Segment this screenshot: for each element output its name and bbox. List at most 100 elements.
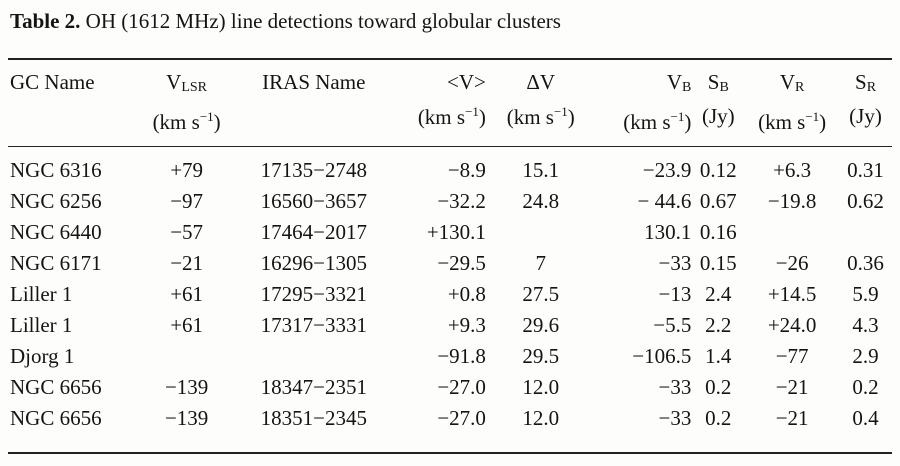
cell-v-red: −21 (775, 406, 809, 430)
table-caption-label: Table 2. (10, 9, 81, 33)
cell-v-blue: −33 (658, 406, 692, 430)
column-header-symbol: IRAS Name (262, 70, 366, 94)
cell-v-lsr: +61 (170, 313, 204, 337)
table-body: NGC 6316 +79 17135−2748 −8.9 15.1 −23.9 0.12 +6… (8, 142, 892, 434)
column-header-title: GC Name (10, 70, 95, 94)
unit-text: (km s (506, 105, 554, 129)
cell-gc-name: NGC 6316 (10, 158, 102, 182)
cell-v-lsr: +79 (170, 158, 204, 182)
cell-s-blue: 0.12 (699, 158, 737, 182)
column-header-symbol: V (666, 70, 683, 94)
cell-gc-name: NGC 6256 (10, 189, 102, 213)
column-header-unit: (km s−1) (386, 97, 486, 132)
header-rule (8, 146, 892, 147)
cell-v-red: −21 (775, 375, 809, 399)
cell-v-red: −19.8 (767, 189, 817, 213)
cell-v-lsr: +61 (170, 282, 204, 306)
unit-text: (km s (758, 110, 806, 134)
unit-close: ) (567, 105, 575, 129)
cell-v-red: +14.5 (767, 282, 817, 306)
cell-iras-name: 18351−2345 (260, 406, 367, 430)
unit-text: (Jy) (701, 104, 735, 128)
column-header-gc-name: GC Name (8, 60, 132, 142)
header-row: GC Name VLSR (km s−1) IRAS Name <V> (km s−1) Δ… (8, 60, 892, 142)
table-row: NGC 6171 −21 16296−1305 −29.5 7 −33 0.15 −26 0.3… (8, 248, 892, 279)
column-header-s-blue: SB (Jy) (691, 60, 745, 142)
cell-gc-name: NGC 6440 (10, 220, 102, 244)
cell-v-red (745, 217, 839, 248)
table-row: NGC 6656 −139 18351−2345 −27.0 12.0 −33 0.2 −21… (8, 403, 892, 434)
cell-iras-name: 17135−2748 (260, 158, 367, 182)
cell-v-blue: −23.9 (642, 158, 692, 182)
cell-s-red: 0.4 (852, 406, 879, 430)
column-header-title: <V> (447, 70, 486, 94)
cell-mean-velocity: +130.1 (426, 220, 486, 244)
column-header-symbol: <V> (447, 70, 486, 94)
cell-s-blue: 0.15 (699, 251, 737, 275)
cell-v-blue: −106.5 (632, 344, 692, 368)
cell-s-red (839, 217, 892, 248)
cell-gc-name: Liller 1 (10, 313, 73, 337)
cell-mean-velocity: +9.3 (447, 313, 486, 337)
cell-gc-name: NGC 6171 (10, 251, 102, 275)
table-row: NGC 6316 +79 17135−2748 −8.9 15.1 −23.9 0.12 +6… (8, 142, 892, 186)
cell-mean-velocity: −32.2 (437, 189, 486, 213)
cell-v-red: +24.0 (767, 313, 817, 337)
column-header-unit: (km s−1) (596, 102, 692, 137)
unit-text: (km s (152, 110, 200, 134)
column-header-v-blue: VB (km s−1) (596, 60, 692, 142)
table-caption-text: OH (1612 MHz) line detections toward glo… (80, 9, 561, 33)
cell-iras-name (241, 341, 386, 372)
cell-iras-name: 17317−3331 (260, 313, 367, 337)
cell-gc-name: NGC 6656 (10, 406, 102, 430)
column-header-iras-name: IRAS Name (241, 60, 386, 142)
cell-v-lsr: −57 (170, 220, 204, 244)
column-header-title: SR (855, 70, 877, 95)
column-header-symbol: GC Name (10, 70, 95, 94)
cell-iras-name: 18347−2351 (260, 375, 367, 399)
unit-exponent: −1 (805, 109, 820, 124)
column-header-subscript: R (795, 80, 805, 95)
cell-gc-name: Liller 1 (10, 282, 73, 306)
cell-iras-name: 16560−3657 (260, 189, 367, 213)
cell-v-lsr (132, 341, 242, 372)
unit-close: ) (213, 110, 221, 134)
column-header-subscript: R (866, 80, 877, 95)
column-header-unit: (km s−1) (745, 102, 839, 137)
unit-exponent: −1 (465, 104, 479, 119)
cell-s-blue: 2.4 (705, 282, 732, 306)
cell-s-blue: 0.2 (705, 406, 732, 430)
cell-v-lsr: −139 (164, 406, 209, 430)
cell-delta-v: 24.8 (522, 189, 560, 213)
column-header-v-lsr: VLSR (km s−1) (132, 60, 242, 142)
unit-close: ) (684, 110, 692, 134)
table-row: Djorg 1 −91.8 29.5 −106.5 1.4 −77 2.9 (8, 341, 892, 372)
cell-s-blue: 2.2 (705, 313, 732, 337)
cell-v-blue: − 44.6 (637, 189, 692, 213)
unit-exponent: −1 (553, 104, 568, 119)
table-caption: Table 2. OH (1612 MHz) line detections t… (10, 8, 561, 34)
cell-gc-name: NGC 6656 (10, 375, 102, 399)
cell-mean-velocity: −29.5 (437, 251, 486, 275)
cell-s-blue: 1.4 (705, 344, 732, 368)
column-header-unit: (Jy) (691, 102, 745, 131)
column-header-symbol: S (707, 70, 720, 94)
cell-s-red: 0.31 (847, 158, 884, 182)
table-row: NGC 6256 −97 16560−3657 −32.2 24.8 − 44.6 0.67… (8, 186, 892, 217)
column-header-title: IRAS Name (262, 70, 365, 94)
column-header-subscript: B (719, 80, 729, 95)
bottom-rule (8, 452, 892, 454)
column-header-subscript: LSR (181, 80, 208, 95)
cell-delta-v: 12.0 (522, 406, 560, 430)
cell-s-blue: 0.67 (699, 189, 737, 213)
cell-delta-v: 29.5 (522, 344, 560, 368)
column-header-unit: (km s−1) (486, 97, 596, 132)
cell-v-lsr: −21 (170, 251, 204, 275)
cell-s-red: 4.3 (852, 313, 879, 337)
cell-mean-velocity: −27.0 (437, 375, 486, 399)
unit-close: ) (478, 105, 486, 129)
cell-v-blue: −5.5 (653, 313, 692, 337)
column-header-title: VB (666, 70, 692, 95)
column-header-symbol: ΔV (526, 70, 556, 94)
top-rule (8, 58, 892, 60)
